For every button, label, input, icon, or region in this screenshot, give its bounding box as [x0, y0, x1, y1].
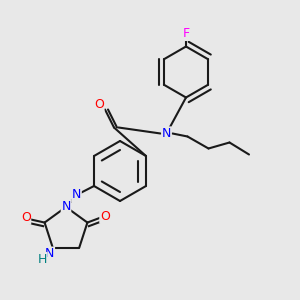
Text: N: N [162, 127, 171, 140]
Text: N: N [72, 188, 81, 202]
Text: H: H [38, 253, 47, 266]
Text: O: O [21, 211, 31, 224]
Text: N: N [61, 200, 71, 214]
Text: N: N [45, 247, 55, 260]
Text: O: O [94, 98, 104, 112]
Text: O: O [100, 210, 110, 223]
Text: F: F [182, 27, 190, 40]
